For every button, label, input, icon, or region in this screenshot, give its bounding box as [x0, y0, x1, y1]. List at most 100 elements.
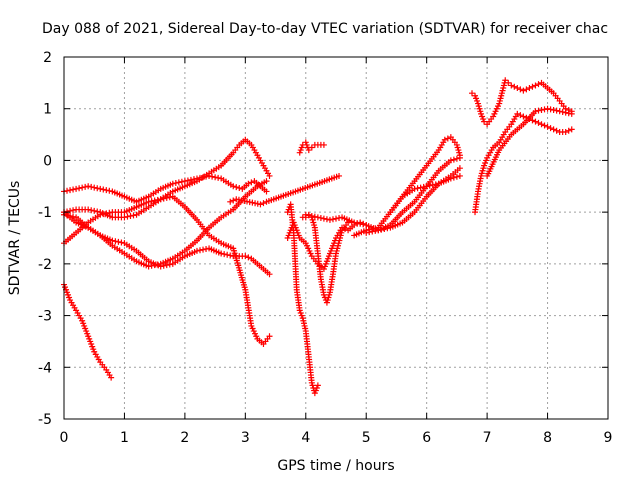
data-point [145, 198, 152, 205]
data-point [108, 374, 115, 381]
x-tick-label: 6 [422, 430, 431, 446]
data-point-fill [308, 213, 315, 220]
data-point [514, 110, 521, 117]
y-tick-label: 2 [43, 50, 52, 66]
data-point-fill [190, 176, 197, 183]
data-point [456, 165, 463, 172]
y-tick-label: -2 [38, 257, 52, 273]
y-tick-label: -3 [38, 309, 52, 325]
data-point-fill [336, 214, 343, 221]
data-point-fill [420, 183, 427, 190]
data-point [336, 172, 343, 179]
data-point [456, 172, 463, 179]
data-point-fill [444, 135, 451, 142]
data-point-fill [535, 81, 542, 88]
data-point [505, 79, 512, 86]
data-point-fill [88, 207, 95, 214]
data-point [85, 206, 92, 213]
data-point-fill [215, 174, 222, 181]
data-point-fill [357, 220, 364, 227]
data-point-fill [553, 127, 560, 134]
y-tick-label: -5 [38, 412, 52, 428]
data-point [218, 250, 225, 257]
data-point-fill [70, 213, 77, 220]
data-point [481, 118, 488, 125]
data-point [441, 136, 448, 143]
data-point [97, 185, 104, 192]
data-point-fill [163, 262, 170, 269]
data-point-fill [248, 179, 255, 186]
x-tick-label: 3 [241, 430, 250, 446]
data-point [326, 216, 333, 223]
data-point-fill [172, 180, 179, 187]
x-tick-labels: 0 1 2 3 4 5 6 7 8 9 [60, 430, 613, 446]
data-point-fill [67, 187, 74, 194]
data-point [157, 196, 164, 203]
data-point-fill [148, 262, 155, 269]
data-point-fill [529, 117, 536, 124]
data-point-fill [426, 182, 433, 189]
data-point-fill [236, 185, 243, 192]
data-point-fill [366, 229, 373, 236]
data-point-fill [360, 221, 367, 228]
data-point-fill [64, 212, 71, 219]
data-point [266, 271, 273, 278]
data-point-fill [67, 207, 74, 214]
data-point-fill [70, 207, 77, 214]
data-point-fill [124, 213, 131, 220]
data-point-fill [538, 107, 545, 114]
data-point-fill [103, 187, 110, 194]
series-17 [484, 105, 575, 179]
data-point-fill [76, 185, 83, 192]
data-point-fill [115, 238, 122, 245]
data-point-fill [200, 174, 207, 181]
x-tick-label: 9 [604, 430, 613, 446]
data-point-fill [112, 238, 119, 245]
series-10 [299, 211, 352, 306]
data-point-fill [70, 186, 77, 193]
data-point [411, 185, 418, 192]
data-point [568, 110, 575, 117]
series-5 [61, 178, 270, 270]
data-point-fill [88, 183, 95, 190]
data-point-fill [212, 174, 219, 181]
y-tick-label: -4 [38, 360, 52, 376]
series-14 [387, 165, 463, 216]
data-point-fill [547, 106, 554, 113]
data-point [568, 126, 575, 133]
data-point-fill [553, 107, 560, 114]
data-point-fill [160, 195, 167, 202]
data-point [181, 178, 188, 185]
data-point-fill [541, 122, 548, 129]
data-point [456, 154, 463, 161]
data-point-fill [450, 156, 457, 163]
data-point-fill [221, 251, 228, 258]
data-point-fill [432, 181, 439, 188]
data-point-fill [100, 186, 107, 193]
data-point-fill [166, 261, 173, 268]
data-point-fill [245, 254, 252, 261]
x-axis-label: GPS time / hours [277, 458, 394, 474]
data-point [520, 87, 527, 94]
data-point-fill [311, 213, 318, 220]
x-tick-label: 1 [120, 430, 129, 446]
data-point [109, 237, 116, 244]
x-tick-label: 2 [180, 430, 189, 446]
x-tick-label: 0 [60, 430, 69, 446]
data-point-fill [127, 213, 134, 220]
data-point-fill [154, 196, 161, 203]
data-point-fill [91, 184, 98, 191]
data-point-fill [547, 125, 554, 132]
data-point-fill [160, 262, 167, 269]
data-point-fill [106, 209, 113, 216]
data-point [526, 85, 533, 92]
data-point-fill [118, 239, 125, 246]
data-point-fill [100, 211, 107, 218]
data-point-fill [565, 110, 572, 117]
data-point [302, 211, 309, 218]
data-point [469, 90, 475, 97]
data-point-fill [453, 173, 460, 180]
series-8 [296, 139, 327, 156]
data-point-fill [565, 127, 572, 134]
data-point [257, 201, 264, 208]
